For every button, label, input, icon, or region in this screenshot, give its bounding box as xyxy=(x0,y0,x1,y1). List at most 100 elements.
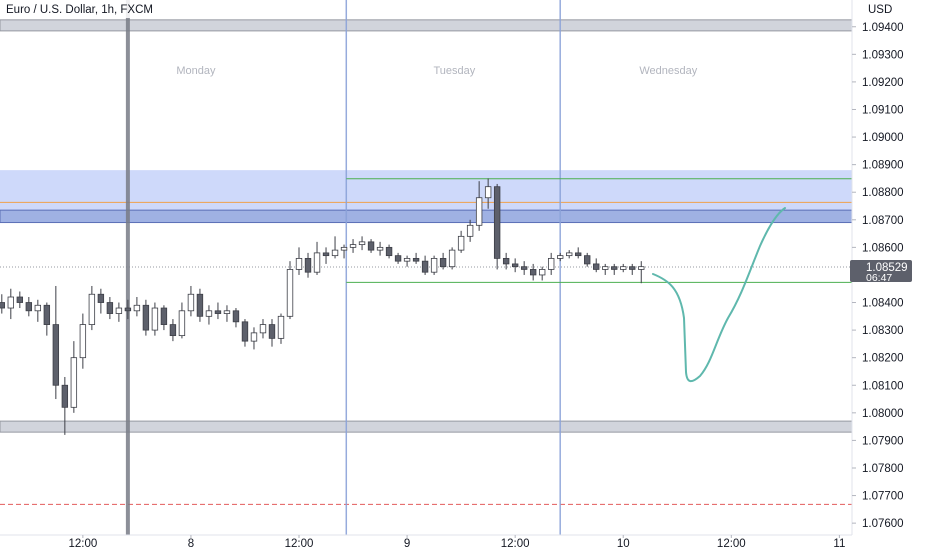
time-axis xyxy=(0,535,852,550)
freehand-path xyxy=(652,207,786,383)
candle-body xyxy=(286,269,294,317)
y-tick-label: 1.08800 xyxy=(862,187,904,199)
candle-body xyxy=(385,246,393,257)
x-tick-label: 12:00 xyxy=(68,538,97,550)
candle-body xyxy=(331,249,339,257)
candles xyxy=(0,178,645,435)
title-bg xyxy=(0,0,230,18)
y-tick-label: 1.07900 xyxy=(862,435,904,447)
candle-body xyxy=(349,244,357,248)
candle-body xyxy=(538,269,546,276)
candle-body xyxy=(593,263,600,270)
candle-body xyxy=(529,269,537,276)
candle-body xyxy=(241,321,249,342)
candle-body xyxy=(133,304,141,312)
candle-body xyxy=(43,304,51,325)
candle-body xyxy=(106,302,114,314)
candle-body xyxy=(313,252,321,273)
candle-body xyxy=(448,249,456,268)
candle-body xyxy=(142,304,150,331)
candle-body xyxy=(358,241,366,246)
x-tick-label: 9 xyxy=(404,538,410,550)
candle-body xyxy=(304,257,312,273)
candle-body xyxy=(575,252,582,257)
candle-body xyxy=(196,293,204,317)
y-tick-label: 1.09200 xyxy=(862,77,904,89)
y-tick-label: 1.09000 xyxy=(862,132,904,144)
y-tick-label: 1.09400 xyxy=(862,22,904,34)
y-tick-label: 1.08300 xyxy=(862,325,904,337)
last-price-label: 1.08529 xyxy=(866,262,908,274)
axes: 1.09400 1.09300 1.09200 1.09100 1.09000 1.089… xyxy=(68,22,912,550)
candle-body xyxy=(79,324,87,359)
candle-body xyxy=(493,186,501,259)
candle-body xyxy=(151,307,159,331)
candle-body xyxy=(7,296,14,309)
candle-body xyxy=(205,310,213,317)
countdown: 06:47 xyxy=(866,272,892,284)
y-tick-label: 1.08200 xyxy=(862,353,904,365)
candle-body xyxy=(34,304,42,312)
candle-body xyxy=(88,293,96,325)
currency: USD xyxy=(868,4,892,16)
y-tick-label: 1.07700 xyxy=(862,491,904,503)
candle-body xyxy=(124,307,132,312)
candle-body xyxy=(638,266,645,270)
candle-body xyxy=(547,257,555,270)
x-tick-label: 10 xyxy=(617,538,630,550)
candle-body xyxy=(430,257,438,273)
x-tick-label: 12:00 xyxy=(285,538,314,550)
candle-body xyxy=(0,302,5,309)
candle-body xyxy=(169,324,177,337)
candle-body xyxy=(160,307,168,325)
x-tick-label: 12:00 xyxy=(717,538,746,550)
candle-body xyxy=(232,310,240,323)
candle-body xyxy=(322,252,330,257)
y-tick-label: 1.09300 xyxy=(862,49,904,61)
candle-body xyxy=(611,266,618,270)
y-tick-label: 1.08700 xyxy=(862,215,904,227)
y-tick-label: 1.08100 xyxy=(862,380,904,392)
candle-body xyxy=(340,246,348,251)
chart-title: Euro / U.S. Dollar, 1h, FXCM xyxy=(6,4,153,16)
candle-body xyxy=(178,310,186,337)
x-tick-label: 12:00 xyxy=(501,538,530,550)
candle-body xyxy=(61,384,69,408)
candle-body xyxy=(376,246,384,251)
candle-body xyxy=(223,310,231,314)
candle-body xyxy=(403,257,411,262)
session-label: Tuesday xyxy=(433,65,475,77)
candle-body xyxy=(439,257,447,268)
candle-body xyxy=(187,293,195,312)
candle-body xyxy=(115,307,123,314)
candle-body xyxy=(421,260,429,273)
drawings-back: Monday Tuesday Wednesday xyxy=(0,0,853,535)
last-price-badge xyxy=(850,259,912,282)
y-tick-label: 1.08400 xyxy=(862,298,904,310)
candle-body xyxy=(584,255,591,265)
candle-body xyxy=(97,293,105,303)
candle-body xyxy=(511,263,519,268)
candle-body xyxy=(277,315,285,339)
candle-body xyxy=(457,235,465,251)
candle-body xyxy=(16,296,24,303)
candle-body xyxy=(602,266,609,270)
candle-body xyxy=(25,302,33,312)
candle-body xyxy=(295,257,303,270)
session-label: Monday xyxy=(176,65,216,77)
candle-body xyxy=(475,197,483,226)
candle-body xyxy=(620,266,627,270)
y-tick-label: 1.09100 xyxy=(862,104,904,116)
candle-body xyxy=(557,255,564,259)
candle-body xyxy=(214,310,222,314)
candle-body xyxy=(268,324,276,339)
candle-body xyxy=(566,252,573,257)
y-tick-label: 1.08900 xyxy=(862,160,904,172)
candle-body xyxy=(70,357,78,408)
candle-body xyxy=(629,266,636,270)
y-tick-label: 1.07600 xyxy=(862,518,904,530)
y-tick-label: 1.07800 xyxy=(862,463,904,475)
x-tick-label: 8 xyxy=(188,538,194,550)
candle-body xyxy=(502,257,510,265)
